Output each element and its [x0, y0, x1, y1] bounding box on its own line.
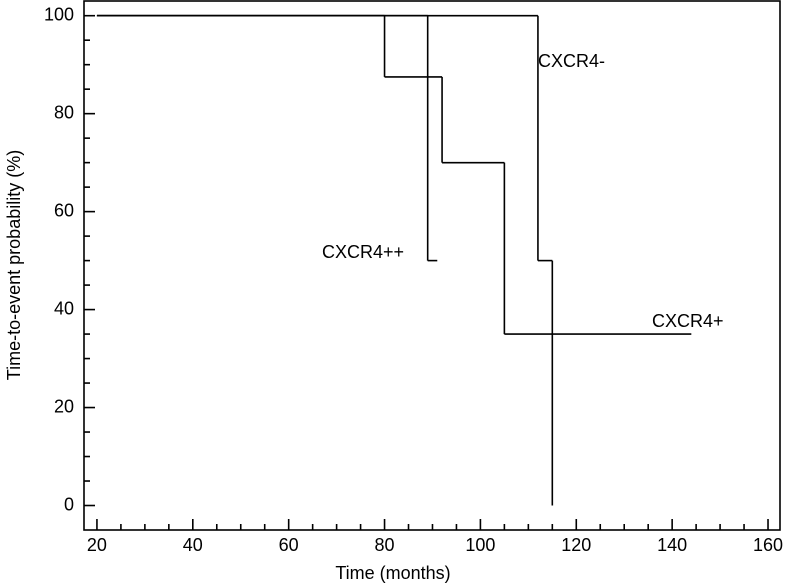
x-tick-label: 100 [465, 535, 495, 555]
y-tick-label: 40 [54, 298, 74, 318]
x-tick-label: 140 [657, 535, 687, 555]
series-label: CXCR4++ [322, 242, 404, 262]
y-tick-label: 60 [54, 200, 74, 220]
x-tick-label: 80 [375, 535, 395, 555]
y-tick-label: 20 [54, 396, 74, 416]
y-tick-label: 0 [64, 494, 74, 514]
plot-frame [83, 0, 781, 531]
x-tick-label: 60 [279, 535, 299, 555]
y-tick-label: 80 [54, 102, 74, 122]
x-axis-label: Time (months) [335, 563, 450, 583]
series-label: CXCR4- [538, 51, 605, 71]
x-tick-label: 120 [561, 535, 591, 555]
x-tick-label: 20 [87, 535, 107, 555]
y-axis-label: Time-to-event probability (%) [4, 150, 24, 380]
x-tick-label: 160 [753, 535, 783, 555]
series-label: CXCR4+ [652, 311, 724, 331]
x-tick-label: 40 [183, 535, 203, 555]
y-tick-label: 100 [44, 4, 74, 24]
